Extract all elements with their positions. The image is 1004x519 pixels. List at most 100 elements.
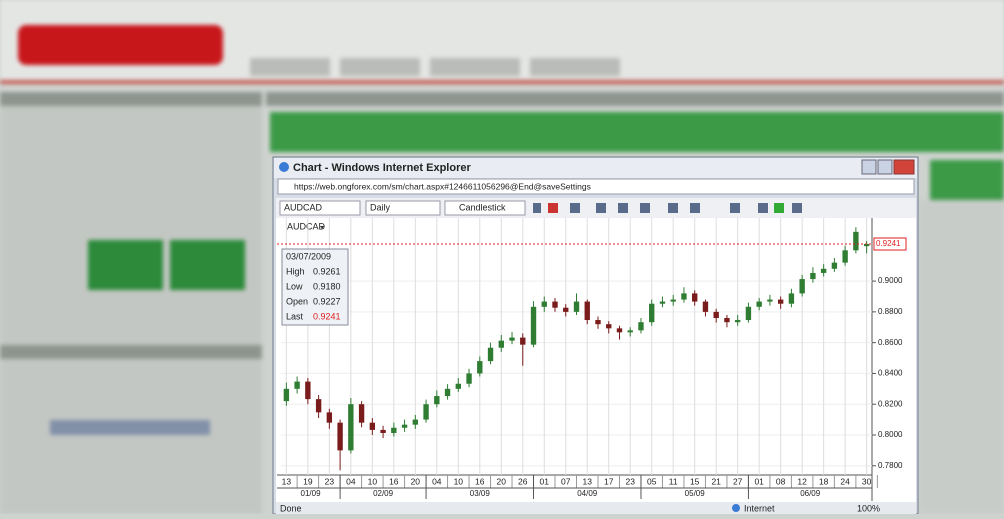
candle-body	[477, 361, 482, 373]
tool-icon[interactable]	[596, 203, 606, 213]
candle-body	[585, 302, 590, 320]
candle-body	[799, 279, 804, 293]
x-tick-label: 16	[475, 476, 485, 486]
candle-body	[628, 330, 633, 332]
x-tick-label: 19	[303, 476, 313, 486]
tool-icon[interactable]	[570, 203, 580, 213]
tool-icon[interactable]	[758, 203, 768, 213]
tab	[430, 58, 520, 76]
info-value: 0.9180	[313, 281, 341, 291]
tool-icon[interactable]	[548, 203, 558, 213]
candle-body	[714, 312, 719, 318]
chart-type: Candlestick	[459, 202, 506, 212]
status-text: Done	[280, 503, 302, 513]
tab	[340, 58, 420, 76]
zoom[interactable]: 100%	[857, 503, 880, 513]
close-button[interactable]	[894, 160, 914, 174]
minimize-button[interactable]	[862, 160, 876, 174]
info-date: 03/07/2009	[286, 251, 331, 261]
x-tick-label: 17	[604, 476, 614, 486]
info-value: 0.9227	[313, 296, 341, 306]
candle-body	[681, 293, 686, 299]
candle-body	[842, 250, 847, 262]
candle-body	[327, 412, 332, 422]
x-tick-label: 23	[625, 476, 635, 486]
month-label: 05/09	[685, 489, 706, 498]
period: Daily	[370, 202, 391, 212]
candle-body	[488, 348, 493, 361]
tool-icon[interactable]	[730, 203, 740, 213]
x-tick-label: 05	[647, 476, 657, 486]
chart-symbol: AUDCAD	[287, 221, 326, 231]
candle-body	[509, 338, 514, 341]
candle-body	[638, 322, 643, 330]
x-tick-label: 01	[540, 476, 550, 486]
tool-icon[interactable]	[774, 203, 784, 213]
month-label: 04/09	[577, 489, 598, 498]
info-value: 0.9241	[313, 311, 341, 321]
candle-body	[595, 320, 600, 324]
x-tick-label: 13	[282, 476, 292, 486]
candle-body	[821, 269, 826, 273]
info-value: 0.9261	[313, 266, 341, 276]
tool-icon[interactable]	[533, 203, 541, 213]
x-tick-label: 01	[754, 476, 764, 486]
maximize-button[interactable]	[878, 160, 892, 174]
candle-body	[563, 308, 568, 312]
candle-body	[542, 302, 547, 307]
button	[50, 420, 210, 435]
x-tick-label: 10	[368, 476, 378, 486]
window-title: Chart - Windows Internet Explorer	[293, 162, 471, 174]
y-tick-label: 0.9000	[878, 276, 903, 285]
candle-body	[767, 300, 772, 302]
header-rule	[0, 80, 1004, 84]
rate-box	[930, 160, 1004, 200]
candle-body	[789, 293, 794, 303]
panel-bar	[266, 92, 1004, 106]
tool-icon[interactable]	[792, 203, 802, 213]
candle-body	[810, 273, 815, 279]
x-tick-label: 07	[561, 476, 571, 486]
candle-body	[778, 300, 783, 304]
candle-body	[671, 300, 676, 302]
rates-row	[270, 112, 1004, 152]
candle-body	[456, 384, 461, 389]
candle-body	[617, 328, 622, 332]
candle-body	[520, 338, 525, 345]
candle-body	[337, 423, 342, 451]
tool-icon[interactable]	[618, 203, 628, 213]
candle-body	[703, 302, 708, 312]
candle-body	[606, 324, 611, 328]
url: https://web.ongforex.com/sm/chart.aspx#1…	[294, 181, 591, 191]
zone-icon	[732, 504, 740, 512]
candle-body	[294, 382, 299, 389]
candle-body	[348, 404, 353, 450]
candle-body	[466, 373, 471, 383]
page: Chart - Windows Internet Explorer https:…	[0, 0, 1004, 514]
tool-icon[interactable]	[668, 203, 678, 213]
panel-bar	[0, 345, 262, 359]
info-label: Open	[286, 296, 308, 306]
x-tick-label: 30	[862, 476, 872, 486]
candle-body	[305, 382, 310, 400]
candle-body	[735, 320, 740, 322]
info-box: 03/07/2009 High 0.9261 Low 0.9180 Open 0…	[282, 249, 348, 325]
right-panel	[918, 200, 1004, 514]
candle-body	[423, 404, 428, 419]
candle-body	[391, 428, 396, 433]
x-tick-label: 20	[411, 476, 421, 486]
tool-icon[interactable]	[640, 203, 650, 213]
candle-body	[724, 318, 729, 322]
info-label: High	[286, 266, 305, 276]
x-tick-label: 20	[497, 476, 507, 486]
tool-icon[interactable]	[690, 203, 700, 213]
left-panel	[0, 92, 262, 514]
x-tick-label: 27	[733, 476, 743, 486]
x-tick-label: 18	[819, 476, 829, 486]
last-price-label: 0.9241	[876, 239, 901, 248]
x-tick-label: 11	[669, 476, 678, 486]
candle-body	[649, 304, 654, 322]
status-bar	[276, 502, 916, 514]
x-tick-label: 15	[690, 476, 700, 486]
month-label: 02/09	[373, 489, 394, 498]
